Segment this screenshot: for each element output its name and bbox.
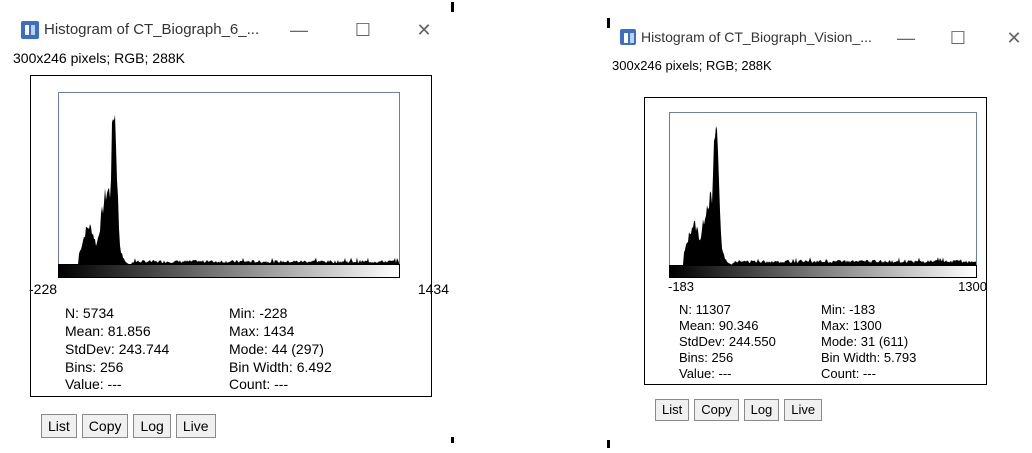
list-button[interactable]: List bbox=[655, 399, 690, 421]
image-info: 300x246 pixels; RGB; 288K bbox=[612, 58, 772, 73]
histogram-panel: -228 1434 N: 5734 Mean: 81.856 StdDev: 2… bbox=[29, 75, 449, 397]
stat-stddev: StdDev: 244.550 bbox=[679, 334, 776, 349]
histogram-window-1: Histogram of CT_Biograph_6_... — ☐ ✕ 300… bbox=[0, 0, 455, 449]
button-row: List Copy Log Live bbox=[41, 414, 216, 438]
stat-min: Min: -228 bbox=[229, 305, 288, 321]
stat-max: Max: 1434 bbox=[229, 323, 295, 339]
image-info: 300x246 pixels; RGB; 288K bbox=[13, 50, 185, 66]
stat-value: Value: --- bbox=[65, 376, 122, 392]
stat-mode: Mode: 31 (611) bbox=[821, 334, 909, 349]
lut-gradient-bar bbox=[669, 265, 977, 278]
histogram-plot bbox=[58, 92, 400, 266]
stat-n: N: 5734 bbox=[65, 305, 115, 321]
minimize-icon[interactable]: — bbox=[290, 20, 308, 40]
imagej-app-icon bbox=[620, 29, 636, 45]
stat-bins: Bins: 256 bbox=[65, 359, 124, 375]
imagej-app-icon bbox=[21, 21, 39, 39]
live-button[interactable]: Live bbox=[175, 414, 216, 438]
stat-count: Count: --- bbox=[821, 366, 876, 381]
axis-min-label: -183 bbox=[668, 279, 695, 294]
stat-n: N: 11307 bbox=[679, 302, 731, 317]
histogram-window-2: Histogram of CT_Biograph_Vision_... — ☐ … bbox=[607, 18, 1032, 448]
copy-button[interactable]: Copy bbox=[694, 399, 739, 421]
log-button[interactable]: Log bbox=[133, 414, 171, 438]
window-edge-mark bbox=[607, 18, 610, 28]
maximize-icon[interactable]: ☐ bbox=[354, 20, 372, 40]
minimize-icon[interactable]: — bbox=[897, 28, 915, 48]
window-edge-mark bbox=[607, 440, 610, 448]
histogram-silhouette bbox=[670, 126, 976, 265]
close-icon[interactable]: ✕ bbox=[416, 20, 432, 40]
copy-button[interactable]: Copy bbox=[81, 414, 129, 438]
histogram-panel: -183 1300 N: 11307 Mean: 90.346 StdDev: … bbox=[644, 97, 987, 385]
window-title: Histogram of CT_Biograph_6_... bbox=[44, 21, 260, 38]
title-bar[interactable]: Histogram of CT_Biograph_Vision_... — ☐ … bbox=[607, 18, 1032, 58]
log-button[interactable]: Log bbox=[743, 399, 780, 421]
stat-mean: Mean: 90.346 bbox=[679, 318, 759, 333]
window-edge-mark bbox=[451, 2, 454, 12]
live-button[interactable]: Live bbox=[784, 399, 823, 421]
stat-mode: Mode: 44 (297) bbox=[229, 341, 324, 357]
button-row: List Copy Log Live bbox=[655, 399, 823, 421]
stat-bins: Bins: 256 bbox=[679, 350, 734, 365]
histogram-bars bbox=[670, 126, 976, 265]
close-icon[interactable]: ✕ bbox=[1006, 28, 1022, 48]
stat-min: Min: -183 bbox=[821, 302, 876, 317]
window-title: Histogram of CT_Biograph_Vision_... bbox=[641, 29, 872, 45]
stat-max: Max: 1300 bbox=[821, 318, 882, 333]
window-edge-mark bbox=[451, 437, 454, 443]
stat-stddev: StdDev: 243.744 bbox=[65, 341, 170, 357]
histogram-bars bbox=[59, 114, 399, 265]
axis-max-label: 1434 bbox=[417, 281, 449, 297]
stat-bin-width: Bin Width: 5.793 bbox=[821, 350, 917, 365]
stat-value: Value: --- bbox=[679, 366, 732, 381]
stat-bin-width: Bin Width: 6.492 bbox=[229, 359, 332, 375]
maximize-icon[interactable]: ☐ bbox=[949, 28, 967, 48]
title-bar[interactable]: Histogram of CT_Biograph_6_... — ☐ ✕ bbox=[0, 0, 455, 60]
stat-count: Count: --- bbox=[229, 376, 289, 392]
list-button[interactable]: List bbox=[41, 414, 77, 438]
lut-gradient-bar bbox=[58, 264, 400, 278]
histogram-silhouette bbox=[59, 114, 399, 265]
stat-mean: Mean: 81.856 bbox=[65, 323, 151, 339]
axis-max-label: 1300 bbox=[958, 279, 987, 294]
axis-min-label: -228 bbox=[29, 281, 58, 297]
histogram-plot bbox=[669, 112, 977, 266]
